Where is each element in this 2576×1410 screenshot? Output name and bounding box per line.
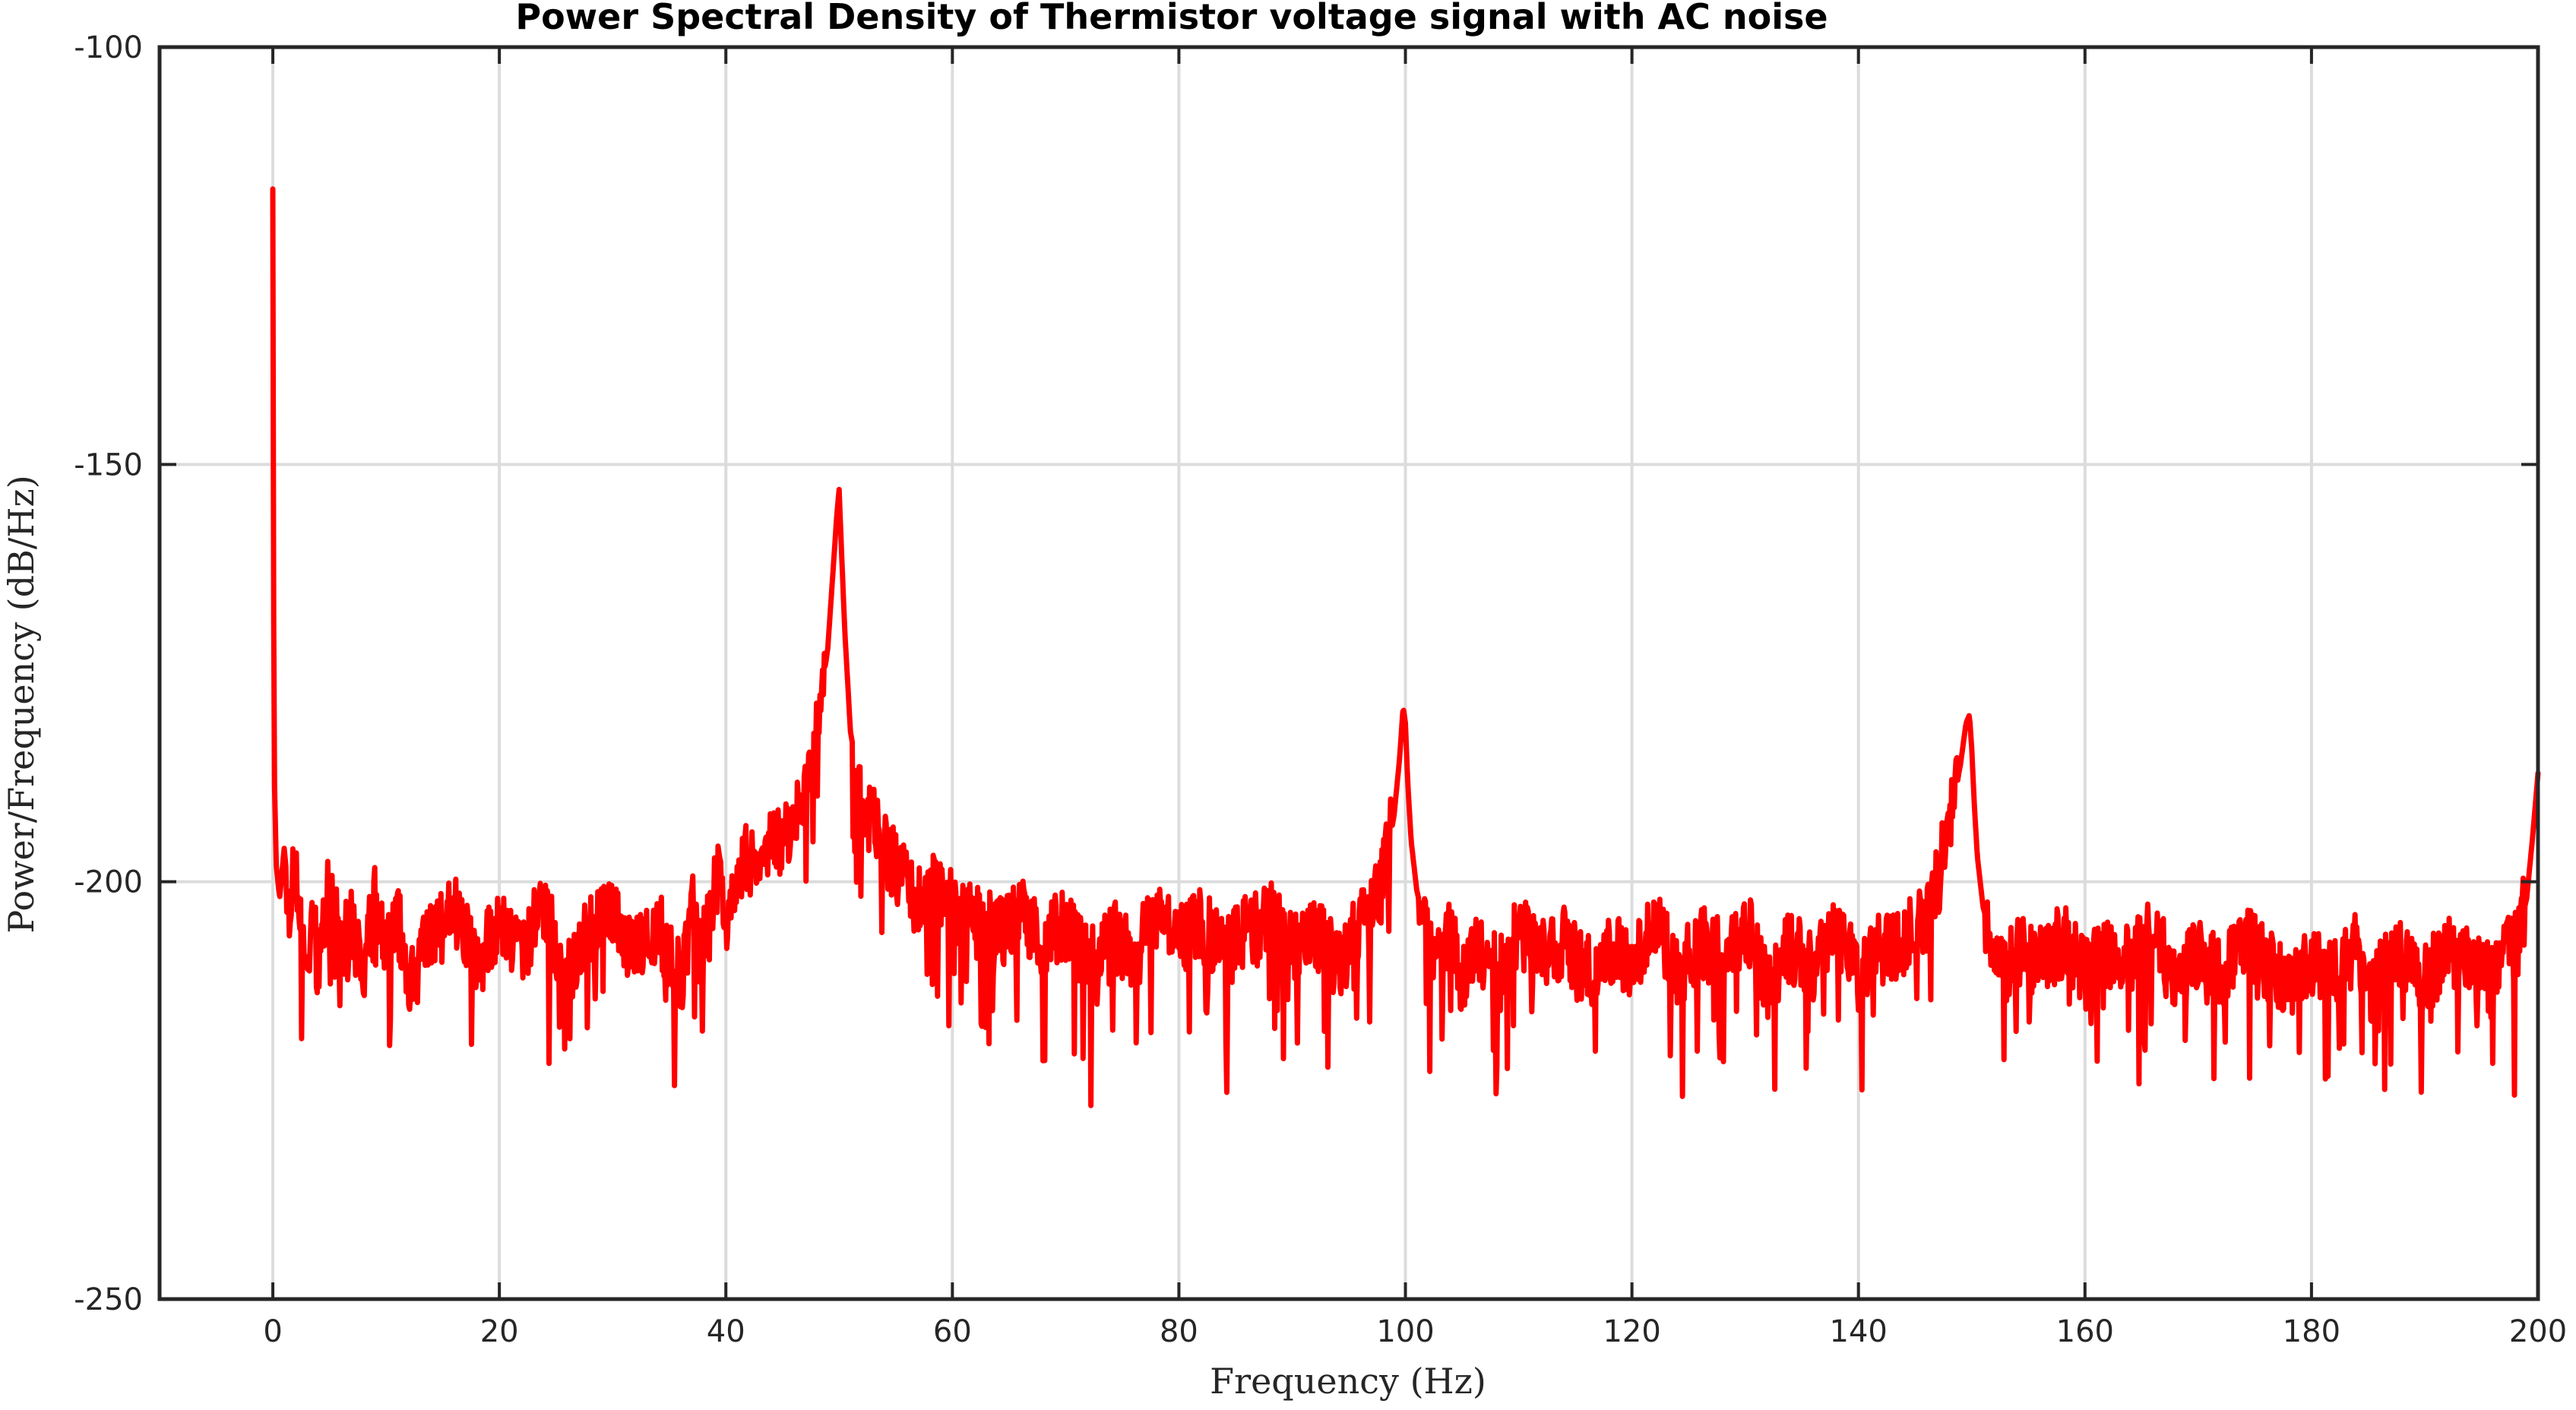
y-tick-label: -200 <box>74 865 143 900</box>
x-tick-label: 100 <box>1376 1314 1434 1349</box>
plot-area <box>270 186 2541 1108</box>
x-tick-label: 120 <box>1603 1314 1660 1349</box>
x-tick-label: 60 <box>933 1314 972 1349</box>
y-tick-label: -100 <box>74 30 143 65</box>
psd-series-line <box>270 186 2541 1108</box>
y-tick-label: -150 <box>74 447 143 482</box>
x-tick-label: 0 <box>263 1314 282 1349</box>
y-tick-label: -250 <box>74 1282 143 1317</box>
x-tick-label: 160 <box>2056 1314 2114 1349</box>
x-tick-label: 80 <box>1160 1314 1198 1349</box>
chart-title: Power Spectral Density of Thermistor vol… <box>515 0 1828 37</box>
x-tick-label: 180 <box>2283 1314 2340 1349</box>
x-tick-label: 200 <box>2509 1314 2567 1349</box>
y-axis-label: Power/Frequency (dB/Hz) <box>1 475 42 933</box>
x-tick-label: 20 <box>480 1314 519 1349</box>
axis-ticks: 0 20 40 60 80 100 120 140 160 180 200 -100 -150 -200 -… <box>74 30 2567 1349</box>
x-tick-label: 40 <box>707 1314 745 1349</box>
axes-box <box>157 45 2540 1301</box>
x-tick-label: 140 <box>1830 1314 1888 1349</box>
x-axis-label: Frequency (Hz) <box>1210 1361 1486 1402</box>
